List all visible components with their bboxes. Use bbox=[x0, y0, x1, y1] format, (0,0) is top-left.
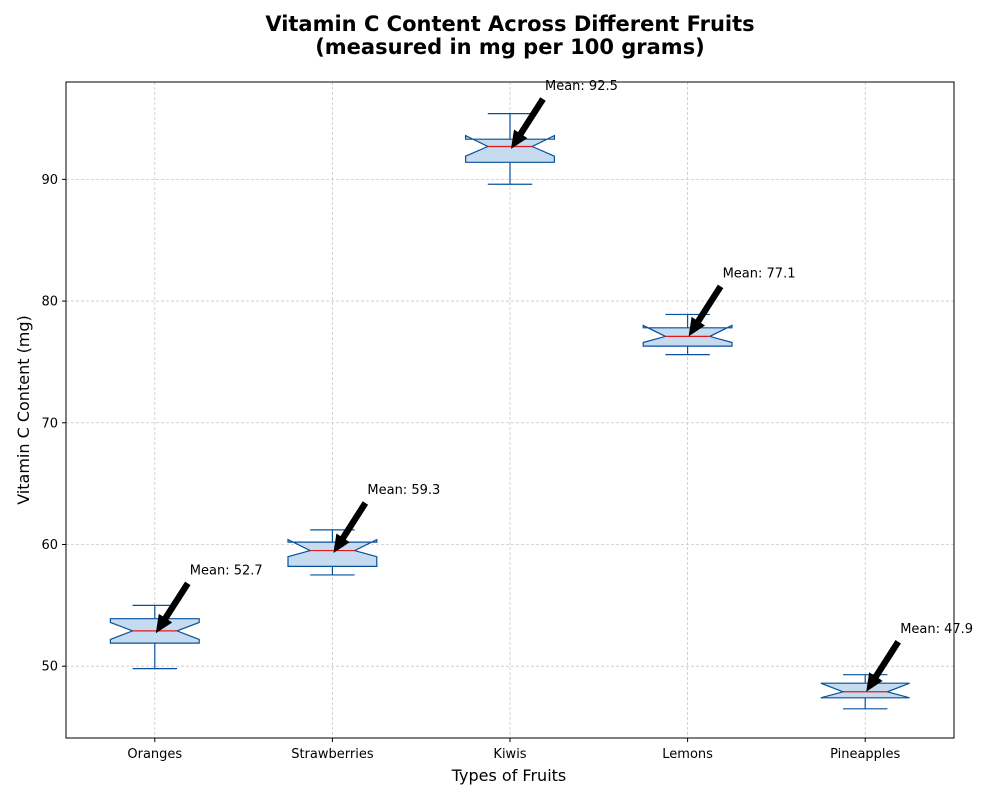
mean-annotation-oranges: Mean: 52.7 bbox=[155, 563, 263, 634]
mean-label: Mean: 47.9 bbox=[900, 622, 973, 637]
mean-annotation-lemons: Mean: 77.1 bbox=[688, 266, 796, 337]
y-tick-label: 80 bbox=[41, 295, 58, 310]
mean-label: Mean: 52.7 bbox=[190, 563, 263, 578]
y-tick-label: 60 bbox=[41, 538, 58, 553]
mean-arrow bbox=[155, 581, 191, 634]
y-axis-ticks: 50 60 70 80 90 bbox=[41, 173, 66, 675]
y-tick-label: 50 bbox=[41, 660, 58, 675]
box-body bbox=[465, 134, 555, 163]
x-axis-ticks: Oranges Strawberries Kiwis Lemons Pineapples bbox=[127, 738, 901, 762]
mean-label: Mean: 77.1 bbox=[723, 266, 796, 281]
x-tick-label: Strawberries bbox=[291, 747, 374, 762]
x-tick-label: Oranges bbox=[127, 747, 182, 762]
mean-annotation-strawberries: Mean: 59.3 bbox=[333, 483, 440, 553]
mean-arrow bbox=[688, 284, 724, 337]
chart-title-line-2: (measured in mg per 100 grams) bbox=[315, 35, 705, 59]
mean-arrow bbox=[333, 501, 369, 553]
box-body bbox=[642, 324, 733, 347]
mean-annotation-kiwis: Mean: 92.5 bbox=[511, 79, 618, 149]
mean-label: Mean: 92.5 bbox=[545, 79, 618, 94]
x-tick-label: Kiwis bbox=[493, 747, 526, 762]
mean-arrow bbox=[866, 640, 901, 692]
mean-annotation-pineapples: Mean: 47.9 bbox=[866, 622, 973, 692]
box-pineapples bbox=[820, 674, 910, 710]
box-kiwis bbox=[465, 113, 555, 185]
box-body bbox=[287, 538, 378, 567]
x-tick-label: Pineapples bbox=[830, 747, 900, 762]
box-lemons bbox=[642, 313, 733, 356]
chart-title-line-1: Vitamin C Content Across Different Fruit… bbox=[265, 12, 754, 36]
y-axis-label: Vitamin C Content (mg) bbox=[14, 315, 33, 505]
mean-annotations: Mean: 52.7 Mean: 59.3 Mean: 92.5 Mean: 77.1… bbox=[155, 79, 973, 692]
y-tick-label: 90 bbox=[41, 173, 58, 188]
y-tick-label: 70 bbox=[41, 416, 58, 431]
x-axis-label: Types of Fruits bbox=[451, 766, 567, 785]
box-plots bbox=[109, 113, 910, 710]
mean-arrow bbox=[511, 97, 546, 149]
mean-label: Mean: 59.3 bbox=[367, 483, 440, 498]
x-tick-label: Lemons bbox=[662, 747, 713, 762]
box-oranges bbox=[109, 604, 200, 670]
